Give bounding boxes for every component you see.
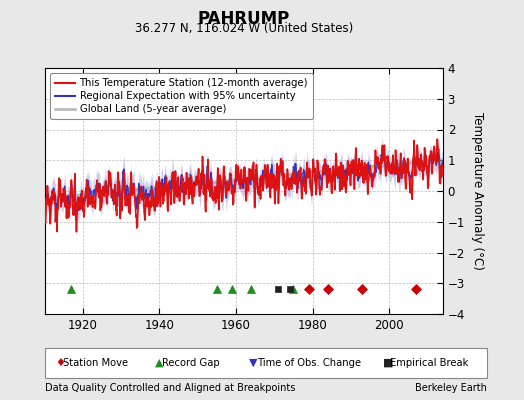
Text: Empirical Break: Empirical Break <box>390 358 469 368</box>
Text: Record Gap: Record Gap <box>162 358 220 368</box>
Text: ♦: ♦ <box>55 358 65 368</box>
Text: Data Quality Controlled and Aligned at Breakpoints: Data Quality Controlled and Aligned at B… <box>45 383 295 393</box>
Text: PAHRUMP: PAHRUMP <box>198 10 290 28</box>
Text: ▲: ▲ <box>155 358 163 368</box>
Legend: This Temperature Station (12-month average), Regional Expectation with 95% uncer: This Temperature Station (12-month avera… <box>50 73 313 119</box>
Text: ▼: ▼ <box>249 358 257 368</box>
Text: Time of Obs. Change: Time of Obs. Change <box>257 358 361 368</box>
Y-axis label: Temperature Anomaly (°C): Temperature Anomaly (°C) <box>472 112 485 270</box>
Text: Station Move: Station Move <box>63 358 128 368</box>
Text: Berkeley Earth: Berkeley Earth <box>416 383 487 393</box>
Text: ■: ■ <box>383 358 393 368</box>
Text: 36.277 N, 116.024 W (United States): 36.277 N, 116.024 W (United States) <box>135 22 353 35</box>
